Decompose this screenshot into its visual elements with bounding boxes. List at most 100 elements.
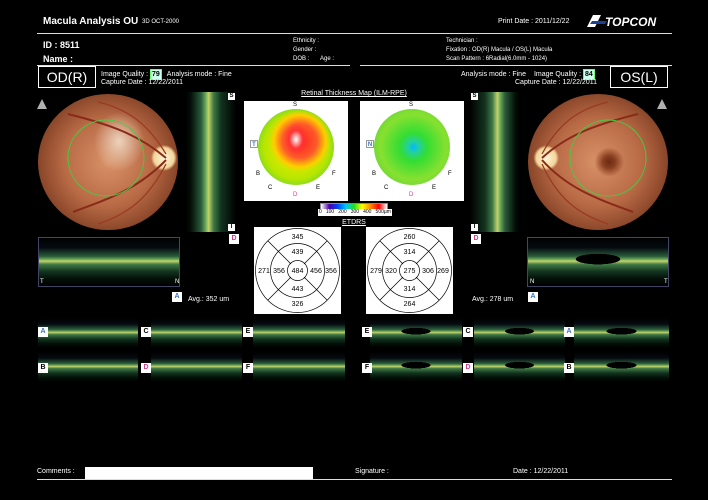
map-od-letter-s: S [293, 102, 298, 108]
map-os-letter-e: E [432, 185, 437, 191]
footer-date: Date : 12/22/2011 [513, 468, 569, 475]
scale-tick-0: 0 [319, 209, 322, 215]
small-bscan-os-c[interactable] [474, 318, 565, 348]
exam-code: 3D OCT-2000 [142, 19, 180, 25]
avg-od: Avg.: 352 um [188, 296, 230, 303]
map-os-letter-f: F [448, 171, 452, 177]
print-date: Print Date : 2011/12/22 [498, 18, 570, 25]
etdrs-os-outer-right: 269 [437, 268, 449, 275]
map-od-letter-e: E [316, 185, 321, 191]
etdrs-od-inner-bottom: 443 [292, 286, 304, 293]
patient-id: ID : 8511 [43, 40, 80, 50]
map-od-letter-d: D [293, 192, 298, 198]
os-capture-date: Capture Date : 12/22/2011 [515, 79, 597, 86]
footer-divider [37, 479, 672, 480]
small-bscan-os-a[interactable] [574, 318, 669, 348]
brand-text: TOPCON [605, 15, 656, 28]
small-bscan-os-b[interactable] [574, 352, 669, 382]
grid-od-tag-b: B [38, 363, 48, 373]
bscan-od-t: T [40, 279, 44, 285]
etdrs-grid-od[interactable]: 345 439 271 356 484 456 356 443 326 [254, 227, 341, 314]
grid-os-tag-f: F [362, 363, 372, 373]
etdrs-od-outer-top: 345 [292, 234, 304, 241]
grid-od-tag-f: F [243, 363, 253, 373]
map-os-letter-b: B [372, 171, 377, 177]
od-capture-date: Capture Date : 12/22/2011 [101, 79, 183, 86]
etdrs-od-inner-left: 356 [273, 268, 285, 275]
tag-a-os: A [528, 292, 538, 302]
comments-field[interactable] [85, 467, 313, 479]
small-bscan-od-b[interactable] [38, 352, 138, 382]
etdrs-od-outer-left: 271 [258, 268, 270, 275]
map-tag-n-os: N [366, 140, 374, 148]
horizontal-bscan-os[interactable] [527, 237, 669, 287]
age-label: Age : [320, 56, 335, 62]
corner-marker-od [37, 99, 47, 109]
etdrs-os-inner-top: 314 [404, 249, 416, 256]
tag-i-od: I [228, 224, 235, 231]
bscan-od-n: N [175, 279, 180, 285]
etdrs-od-inner-top: 439 [292, 249, 304, 256]
eye-label-od: OD(R) [38, 66, 96, 88]
map-tag-t-od: T [250, 140, 258, 148]
od-analysis-mode: Analysis mode : Fine [166, 71, 232, 78]
dob-label: DOB : [293, 56, 310, 62]
thickness-map-od[interactable] [258, 109, 334, 185]
fundus-od-scan-circle [67, 119, 145, 197]
signature-label: Signature : [355, 468, 389, 475]
tag-d-os-vertical: D [471, 234, 481, 244]
etdrs-od-center: 484 [292, 268, 304, 275]
etdrs-title: ETDRS [342, 219, 366, 226]
thickness-map-od-frame: S B F C E D [244, 101, 348, 201]
horizontal-bscan-od[interactable] [38, 237, 180, 287]
thickness-map-os-frame: S B F C E D [360, 101, 464, 201]
small-bscan-od-f[interactable] [253, 352, 345, 382]
avg-os: Avg.: 278 um [472, 296, 514, 303]
tag-s-os: S [471, 93, 478, 100]
small-bscan-od-d[interactable] [151, 352, 242, 382]
vertical-bscan-os[interactable] [470, 92, 520, 232]
etdrs-os-outer-left: 279 [370, 268, 382, 275]
tag-a-od: A [172, 292, 182, 302]
small-bscan-os-e[interactable] [370, 318, 462, 348]
small-bscan-od-c[interactable] [151, 318, 242, 348]
thickness-map-title: Retinal Thickness Map (ILM-RPE) [301, 90, 407, 97]
comments-label: Comments : [37, 468, 75, 475]
etdrs-os-inner-bottom: 314 [404, 286, 416, 293]
os-analysis-mode: Analysis mode : Fine [461, 71, 526, 78]
map-od-letter-f: F [332, 171, 336, 177]
fundus-os[interactable] [528, 94, 668, 230]
small-bscan-od-e[interactable] [253, 318, 345, 348]
fundus-od[interactable] [38, 94, 178, 230]
scan-pattern-label: Scan Pattern : 6Radial(6.0mm - 1024) [446, 56, 548, 62]
info-divider-left [37, 65, 350, 66]
grid-os-tag-e: E [362, 327, 372, 337]
topcon-logo-mark: TOPCON [587, 15, 656, 29]
patient-name: Name : [43, 54, 74, 64]
tag-d-od-vertical: D [229, 234, 239, 244]
bscan-os-t: T [664, 279, 668, 285]
scale-ticks: 0 100 200 300 400 500µm [318, 209, 392, 216]
topcon-logo: TOPCON [587, 14, 672, 29]
small-bscan-os-d[interactable] [474, 352, 565, 382]
gender-label: Gender : [293, 47, 317, 53]
ethnicity-label: Ethnicity : [293, 38, 320, 44]
etdrs-od-frame: 345 439 271 356 484 456 356 443 326 [254, 227, 341, 314]
small-bscan-os-f[interactable] [370, 352, 462, 382]
os-quality-badge: 84 [582, 69, 595, 80]
header-divider [37, 33, 672, 34]
fundus-od-overlay [67, 101, 167, 225]
tag-i-os: I [471, 224, 478, 231]
etdrs-os-outer-bottom: 264 [404, 301, 416, 308]
fundus-os-overlay [541, 101, 647, 225]
vertical-bscan-od[interactable] [186, 92, 236, 232]
etdrs-grid-os[interactable]: 260 314 279 320 275 306 269 314 264 [366, 227, 453, 314]
map-os-letter-d: D [409, 192, 414, 198]
grid-os-tag-a: A [564, 327, 574, 337]
etdrs-od-inner-right: 456 [310, 268, 322, 275]
small-bscan-od-a[interactable] [38, 318, 138, 348]
etdrs-os-inner-left: 320 [385, 268, 397, 275]
grid-od-tag-c: C [141, 327, 151, 337]
os-quality-label: Image Quality : [533, 71, 582, 78]
thickness-map-os[interactable] [374, 109, 450, 185]
